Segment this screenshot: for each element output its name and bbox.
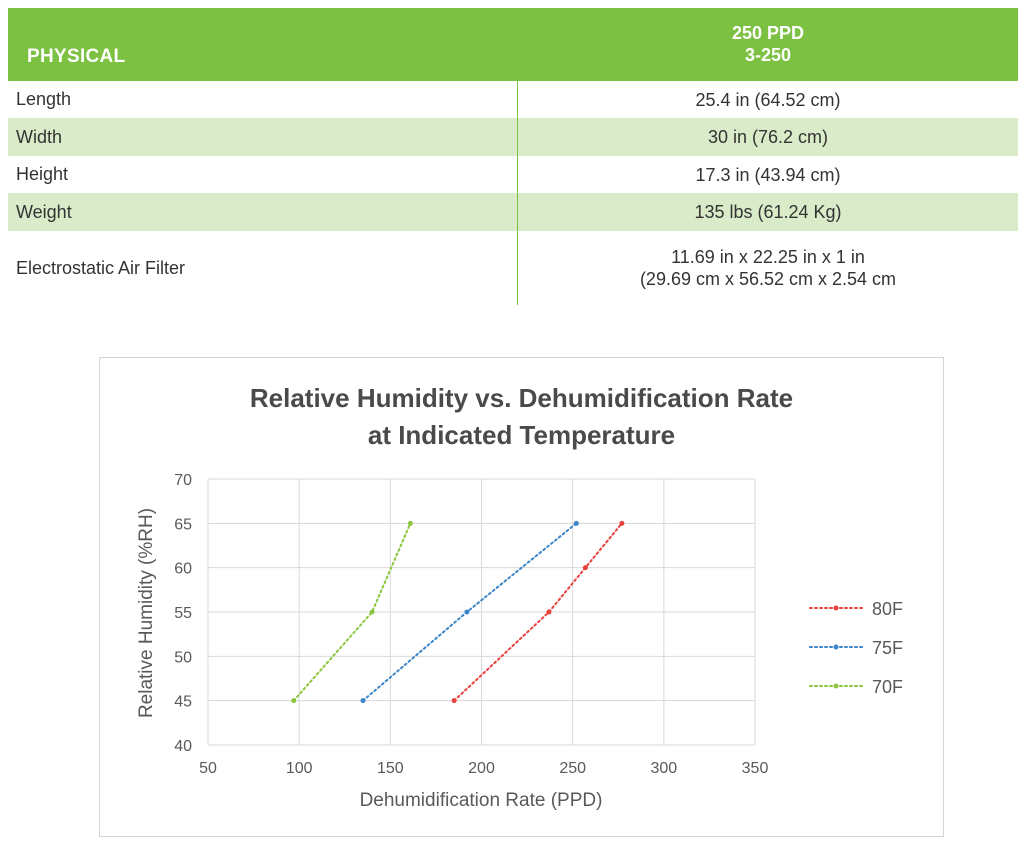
row-label: Weight <box>16 201 72 222</box>
data-point-75F <box>464 609 470 615</box>
data-point-80F <box>619 520 625 526</box>
row-value: 25.4 in (64.52 cm) <box>695 89 841 110</box>
row-label: Length <box>16 89 72 109</box>
humidity-chart: Relative Humidity vs. Dehumidification R… <box>99 357 944 837</box>
legend-label-80F: 80F <box>872 599 903 619</box>
x-tick-label: 250 <box>559 760 586 777</box>
column-divider <box>517 81 518 305</box>
data-point-70F <box>407 520 413 526</box>
row-value: 135 lbs (61.24 Kg) <box>694 202 842 222</box>
header-physical: PHYSICAL <box>27 46 126 67</box>
legend-marker-80F <box>833 605 839 611</box>
x-axis-title: Dehumidification Rate (PPD) <box>360 790 603 811</box>
y-tick-label: 65 <box>174 516 192 533</box>
data-point-75F <box>573 520 579 526</box>
header-model-capacity: 250 PPD <box>731 23 805 43</box>
row-label: Width <box>16 126 63 147</box>
data-point-80F <box>582 565 588 571</box>
x-tick-label: 50 <box>199 760 217 777</box>
legend-label-70F: 70F <box>872 677 903 697</box>
data-point-80F <box>451 698 457 704</box>
row-value-imperial: 11.69 in x 22.25 in x 1 in <box>671 247 865 267</box>
series-line-80F <box>453 522 623 702</box>
legend: 80F 75F 70F <box>809 599 903 697</box>
chart-title-line1: Relative Humidity vs. Dehumidification R… <box>249 383 794 413</box>
y-tick-label: 55 <box>174 605 192 622</box>
grid-lines <box>207 478 756 746</box>
series-lines <box>291 520 625 704</box>
row-value: 17.3 in (43.94 cm) <box>695 164 841 185</box>
chart-title: Relative Humidity vs. Dehumidification R… <box>100 380 943 454</box>
x-tick-label: 200 <box>468 760 495 777</box>
chart-title-line2: at Indicated Temperature <box>367 420 676 450</box>
y-tick-label: 40 <box>174 738 192 755</box>
y-tick-label: 60 <box>174 561 192 578</box>
header-model: 250 PPD 3-250 <box>518 22 1018 66</box>
y-axis-title: Relative Humidity (%RH) <box>136 508 157 718</box>
table-row-weight: Weight 135 lbs (61.24 Kg) <box>8 193 1018 231</box>
y-tick-label: 45 <box>174 694 192 711</box>
physical-spec-table: PHYSICAL 250 PPD 3-250 Length 25.4 in (6… <box>8 8 1018 305</box>
table-row-width: Width 30 in (76.2 cm) <box>8 118 1018 156</box>
table-row-length: Length 25.4 in (64.52 cm) <box>8 81 1018 118</box>
row-value: 30 in (76.2 cm) <box>707 127 829 147</box>
legend-marker-75F <box>833 644 839 650</box>
y-tick-label: 70 <box>174 472 192 489</box>
x-tick-label: 300 <box>650 760 677 777</box>
data-point-70F <box>369 609 375 615</box>
legend-marker-70F <box>833 683 839 689</box>
header-model-number: 3-250 <box>744 45 792 65</box>
chart-plot: 50 100 150 200 250 300 350 40 45 50 55 60 65 70 80F 75… <box>136 472 903 811</box>
row-label: Height <box>16 164 69 184</box>
y-tick-label: 50 <box>174 649 192 666</box>
data-point-80F <box>546 609 552 615</box>
row-value-metric: (29.69 cm x 56.52 cm x 2.54 cm <box>639 269 897 289</box>
table-row-height: Height 17.3 in (43.94 cm) <box>8 156 1018 193</box>
data-point-75F <box>360 698 366 704</box>
data-point-70F <box>291 698 297 704</box>
x-tick-label: 150 <box>377 760 404 777</box>
row-label: Electrostatic Air Filter <box>16 257 186 278</box>
tick-labels: 50 100 150 200 250 300 350 40 45 50 55 60 65 70 <box>174 472 768 777</box>
legend-label-75F: 75F <box>872 638 903 658</box>
table-row-air-filter: Electrostatic Air Filter 11.69 in x 22.2… <box>8 231 1018 305</box>
table-header: PHYSICAL 250 PPD 3-250 <box>8 8 1018 81</box>
x-tick-label: 100 <box>286 760 313 777</box>
series-line-70F <box>292 522 412 702</box>
x-tick-label: 350 <box>742 760 769 777</box>
row-value: 11.69 in x 22.25 in x 1 in (29.69 cm x 5… <box>518 246 1018 290</box>
